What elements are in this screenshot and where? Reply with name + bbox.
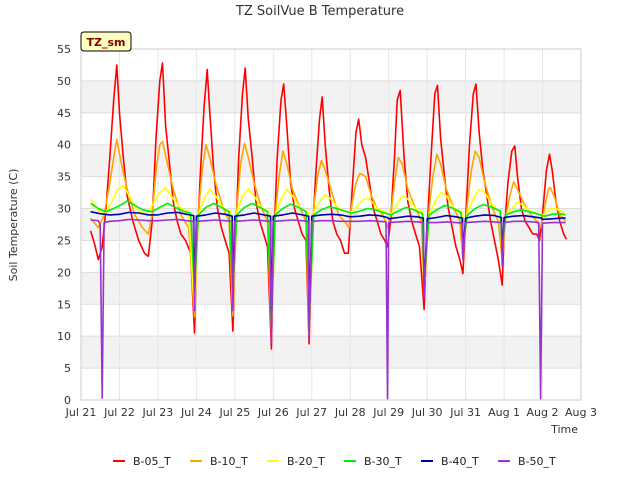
y-tick-label: 50	[57, 75, 71, 88]
y-tick-label: 5	[64, 362, 71, 375]
y-tick-labels: 0 5 10 15 20 25 30 35 40 45 50 55	[57, 43, 71, 407]
series-line-b-40-t	[90, 210, 566, 331]
x-tick-label: Jul 30	[411, 406, 443, 419]
legend-label: B-50_T	[518, 455, 556, 468]
x-tick-label: Jul 27	[295, 406, 327, 419]
y-tick-label: 10	[57, 330, 71, 343]
plot-bands	[81, 49, 581, 400]
y-tick-label: 40	[57, 139, 71, 152]
legend-label: B-20_T	[287, 455, 325, 468]
y-tick-label: 20	[57, 266, 71, 279]
series-line-b-50-t	[90, 218, 566, 400]
x-tick-label: Jul 22	[103, 406, 135, 419]
plot-frame	[80, 48, 582, 401]
legend-label: B-05_T	[133, 455, 171, 468]
site-label-text: TZ_sm	[87, 36, 126, 49]
legend-label: B-30_T	[364, 455, 402, 468]
y-tick-label: 55	[57, 43, 71, 56]
x-tick-label: Jul 29	[372, 406, 404, 419]
x-tick-label: Jul 21	[65, 406, 97, 419]
y-tick-label: 15	[57, 298, 71, 311]
y-axis-label: Soil Temperature (C)	[7, 169, 20, 282]
plot-band	[81, 304, 581, 337]
x-tick-label: Aug 3	[565, 406, 597, 419]
x-tick-label: Jul 24	[180, 406, 212, 419]
legend-label: B-10_T	[210, 455, 248, 468]
x-tick-label: Jul 26	[257, 406, 289, 419]
plot-band	[81, 49, 581, 81]
series-line-b-30-t	[90, 200, 566, 325]
plot-band	[81, 368, 581, 400]
site-label-box: TZ_sm	[80, 31, 132, 52]
x-tick-label: Aug 2	[527, 406, 559, 419]
legend: B-05_T B-10_T B-20_T B-30_T B-40_T B-50_T	[113, 455, 556, 468]
series-lines	[89, 62, 568, 400]
y-tick-label: 25	[57, 234, 71, 247]
plot-band	[81, 80, 581, 113]
plot-band	[81, 240, 581, 273]
y-tick-label: 35	[57, 171, 71, 184]
y-tick-label: 0	[64, 394, 71, 407]
y-tick-label: 45	[57, 107, 71, 120]
plot-band	[81, 272, 581, 305]
legend-label: B-40_T	[441, 455, 479, 468]
y-tick-label: 30	[57, 203, 71, 216]
x-tick-label: Jul 23	[142, 406, 174, 419]
site-label-background	[80, 31, 132, 52]
x-axis-label: Time	[550, 423, 578, 436]
x-tick-label: Aug 1	[488, 406, 520, 419]
chart-title: TZ SoilVue B Temperature	[235, 4, 404, 19]
x-tick-label: Jul 25	[218, 406, 250, 419]
x-tick-label: Jul 31	[449, 406, 481, 419]
series-line-b-20-t	[89, 184, 566, 334]
x-tick-label: Jul 28	[334, 406, 366, 419]
plot-band	[81, 336, 581, 369]
x-tick-labels: Jul 21 Jul 22 Jul 23 Jul 24 Jul 25 Jul 26 Jul …	[65, 406, 597, 419]
plot-band	[81, 112, 581, 145]
